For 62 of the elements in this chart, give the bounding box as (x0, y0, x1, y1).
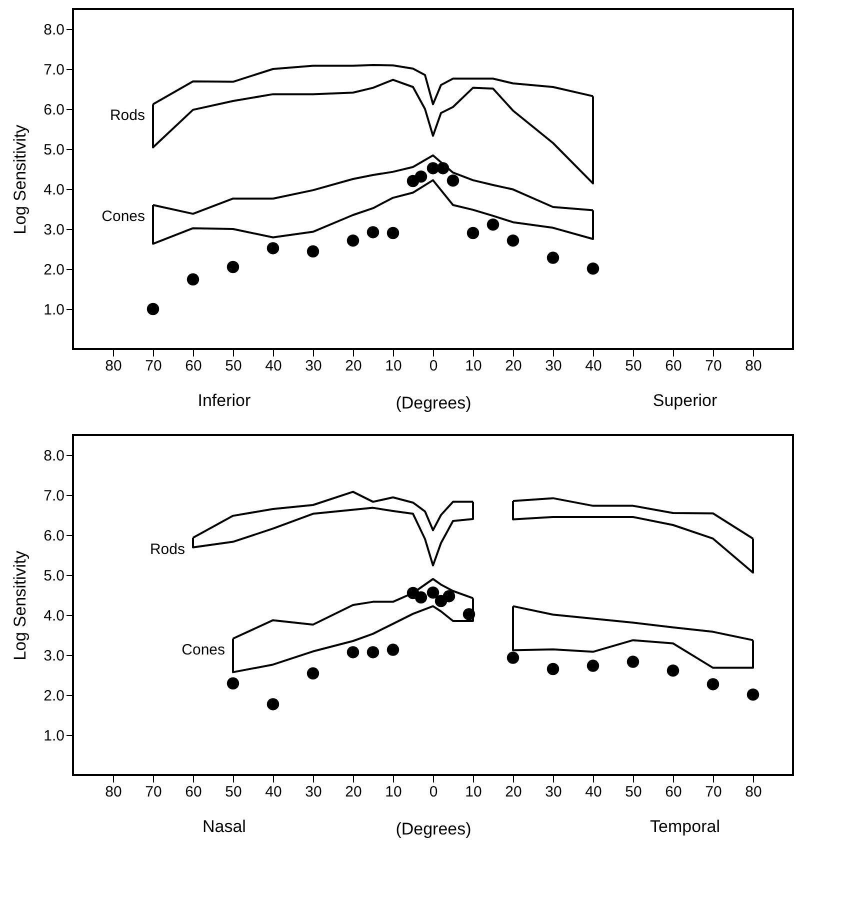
x-tick-label: 10 (465, 784, 482, 800)
x-tick-label: 60 (185, 358, 202, 374)
x-tick-label: 30 (305, 358, 322, 374)
x-tick-label: 30 (545, 358, 562, 374)
y-axis-title: Log Sensitivity (10, 550, 30, 660)
x-tick-label: 80 (745, 358, 762, 374)
x-tick-label: 70 (145, 784, 162, 800)
x-tick-label: 20 (505, 784, 522, 800)
x-tick-label: 70 (705, 358, 722, 374)
x-tick-label: 20 (345, 358, 362, 374)
x-tick-label: 40 (585, 784, 602, 800)
x-axis-title: (Degrees) (396, 820, 472, 838)
x-tick-label: 70 (145, 358, 162, 374)
x-tick-label: 30 (305, 784, 322, 800)
y-tick-label: 4.0 (44, 182, 64, 198)
x-tick-label: 60 (665, 358, 682, 374)
y-tick-label: 1.0 (44, 302, 64, 318)
x-tick-label: 80 (105, 784, 122, 800)
y-tick-label: 1.0 (44, 728, 64, 744)
x-tick-label: 50 (225, 784, 242, 800)
text: Temporal (650, 817, 720, 836)
x-tick-label: 60 (665, 784, 682, 800)
y-tick-label: 7.0 (44, 488, 64, 504)
x-tick-label: 60 (185, 784, 202, 800)
y-tick-label: 2.0 (44, 688, 64, 704)
x-tick-label: 30 (545, 784, 562, 800)
x-tick-label: 70 (705, 784, 722, 800)
x-tick-label: 20 (345, 784, 362, 800)
text: Inferior (198, 391, 251, 410)
x-tick-label: 0 (429, 784, 438, 800)
text: Nasal (202, 817, 246, 836)
y-tick-label: 6.0 (44, 102, 64, 118)
x-tick-label: 50 (625, 358, 642, 374)
x-tick-label: 10 (465, 358, 482, 374)
y-tick-label: 7.0 (44, 62, 64, 78)
y-tick-label: 5.0 (44, 142, 64, 158)
series-label: Rods (110, 107, 145, 124)
y-tick-label: 3.0 (44, 648, 64, 664)
x-tick-label: 20 (505, 358, 522, 374)
x-tick-label: 10 (385, 784, 402, 800)
x-tick-label: 80 (105, 358, 122, 374)
y-tick-label: 3.0 (44, 222, 64, 238)
series-label: Rods (150, 540, 185, 558)
x-tick-label: 50 (225, 358, 242, 374)
x-tick-label: 10 (385, 358, 402, 374)
x-tick-label: 80 (745, 784, 762, 800)
x-tick-label: 40 (265, 358, 282, 374)
x-tick-label: 40 (585, 358, 602, 374)
y-tick-label: 4.0 (44, 608, 64, 624)
series-label: Cones (102, 208, 145, 225)
y-tick-label: 8.0 (44, 22, 64, 38)
y-tick-label: 5.0 (44, 568, 64, 584)
x-tick-label: 0 (429, 358, 438, 374)
y-tick-label: 6.0 (44, 528, 64, 544)
series-label: Cones (182, 642, 225, 659)
x-axis-title: (Degrees) (396, 394, 472, 412)
x-tick-label: 50 (625, 784, 642, 800)
x-tick-label: 40 (265, 784, 282, 800)
text: Superior (652, 391, 718, 410)
y-tick-label: 2.0 (44, 262, 64, 278)
y-axis-title: Log Sensitivity (10, 124, 30, 234)
y-tick-label: 8.0 (44, 448, 64, 464)
